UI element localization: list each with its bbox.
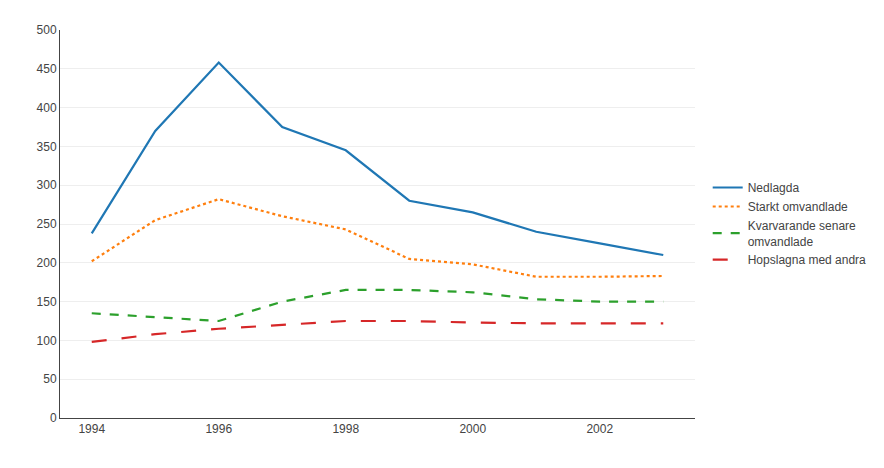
svg-text:400: 400 [37,101,57,115]
svg-text:150: 150 [37,295,57,309]
svg-text:1996: 1996 [205,422,232,436]
svg-text:500: 500 [37,23,57,37]
svg-text:0: 0 [50,411,57,425]
svg-text:1998: 1998 [332,422,359,436]
svg-text:200: 200 [37,256,57,270]
svg-text:Nedlagda: Nedlagda [748,181,800,195]
svg-text:2000: 2000 [459,422,486,436]
svg-text:100: 100 [37,334,57,348]
svg-text:450: 450 [37,62,57,76]
svg-text:1994: 1994 [78,422,105,436]
svg-text:Kvarvarande senareomvandlade: Kvarvarande senareomvandlade [748,219,856,249]
svg-text:2002: 2002 [586,422,613,436]
svg-text:50: 50 [43,372,57,386]
svg-text:300: 300 [37,178,57,192]
svg-text:250: 250 [37,217,57,231]
svg-text:Starkt omvandlade: Starkt omvandlade [748,200,848,214]
svg-text:Hopslagna med andra: Hopslagna med andra [748,253,866,267]
svg-text:350: 350 [37,140,57,154]
